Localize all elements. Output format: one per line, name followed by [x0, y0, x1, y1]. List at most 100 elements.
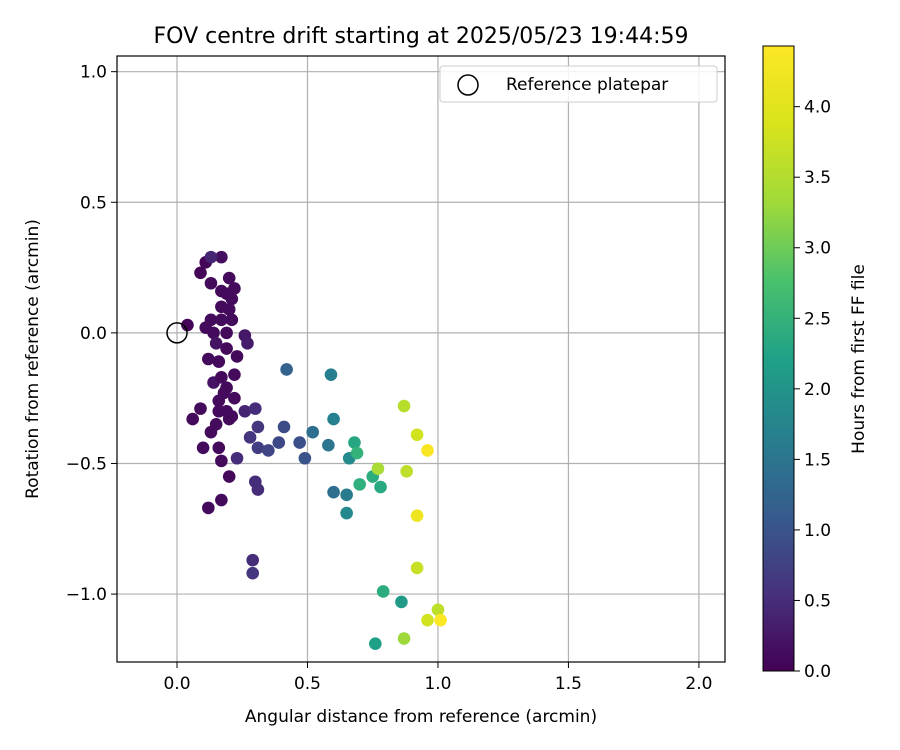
- scatter-point: [209, 337, 223, 350]
- scatter-point: [228, 391, 241, 405]
- scatter-point: [228, 368, 241, 381]
- scatter-point: [215, 454, 228, 468]
- scatter-point: [397, 399, 411, 413]
- colorbar-tick-label: 0.0: [804, 662, 831, 682]
- scatter-point: [215, 313, 228, 327]
- scatter-point: [340, 488, 353, 502]
- scatter-point: [350, 446, 364, 460]
- scatter-point: [421, 613, 434, 627]
- scatter-point: [371, 462, 385, 476]
- legend-reference-label: Reference platepar: [506, 75, 668, 95]
- scatter-point: [222, 412, 236, 426]
- scatter-point: [395, 595, 408, 609]
- scatter-point: [212, 355, 226, 368]
- scatter-point: [327, 412, 340, 426]
- x-tick-label: 1.0: [424, 674, 451, 694]
- scatter-point: [228, 282, 241, 295]
- scatter-point: [220, 381, 233, 395]
- scatter-point: [204, 250, 218, 264]
- scatter-point: [212, 394, 226, 408]
- x-tick-label: 0.0: [163, 674, 190, 694]
- scatter-point: [298, 451, 312, 465]
- colorbar-tick-label: 1.0: [804, 521, 831, 541]
- scatter-point: [251, 483, 265, 496]
- scatter-point: [327, 485, 340, 499]
- scatter-point: [246, 566, 259, 580]
- scatter-point: [353, 478, 366, 491]
- colorbar-gradient: [762, 45, 795, 672]
- scatter-point: [293, 436, 306, 449]
- colorbar-tick-label: 1.5: [804, 450, 831, 470]
- y-tick-label: 0.5: [80, 193, 107, 213]
- scatter-point: [222, 303, 236, 316]
- x-axis-ticks: 0.0 0.5 1.0 1.5 2.0: [163, 662, 712, 694]
- scatter-point: [369, 637, 382, 651]
- chart-title: FOV centre drift starting at 2025/05/23 …: [154, 24, 689, 49]
- y-tick-label: −0.5: [66, 454, 107, 474]
- scatter-point: [277, 420, 291, 434]
- scatter-point: [434, 613, 447, 627]
- plot-frame: [116, 55, 726, 663]
- reference-marker-group: [166, 322, 188, 344]
- grid-lines: [117, 56, 725, 662]
- y-axis-label: Rotation from reference (arcmin): [23, 219, 43, 499]
- legend-reference-marker: [457, 74, 479, 96]
- scatter-point: [186, 412, 199, 426]
- legend: Reference platepar: [439, 65, 718, 103]
- scatter-point: [225, 292, 239, 306]
- scatter-point: [225, 313, 239, 327]
- x-tick-label: 0.5: [294, 674, 321, 694]
- scatter-point: [251, 441, 265, 455]
- scatter-point: [202, 352, 215, 366]
- x-axis-label: Angular distance from reference (arcmin): [245, 707, 597, 727]
- colorbar-tick-label: 0.5: [804, 591, 831, 611]
- y-axis-ticks: 1.0 0.5 0.0 −0.5 −1.0: [66, 63, 117, 605]
- scatter-point: [241, 337, 254, 350]
- scatter-point: [202, 501, 215, 515]
- scatter-point: [272, 436, 286, 449]
- scatter-point: [230, 451, 244, 465]
- scatter-point: [410, 561, 424, 575]
- scatter-point: [374, 480, 387, 494]
- scatter-point: [222, 470, 236, 483]
- scatter-point: [220, 326, 233, 340]
- y-tick-label: 0.0: [80, 324, 107, 344]
- reference-platepar-marker: [166, 322, 188, 344]
- scatter-point: [249, 402, 262, 415]
- scatter-point: [238, 404, 252, 418]
- scatter-point: [324, 368, 338, 381]
- scatter-point: [400, 465, 413, 478]
- scatter-point: [204, 425, 218, 439]
- scatter-point: [421, 444, 434, 457]
- scatter-point: [410, 509, 424, 523]
- colorbar-tick-label: 3.0: [804, 239, 831, 259]
- scatter-point: [243, 431, 257, 444]
- scatter-point: [280, 363, 293, 376]
- scatter-point: [262, 444, 275, 457]
- scatter-point: [181, 318, 194, 332]
- data-points: [181, 250, 447, 651]
- scatter-point: [207, 326, 220, 340]
- legend-box: [439, 65, 718, 103]
- scatter-point: [246, 553, 259, 567]
- x-tick-label: 1.5: [555, 674, 582, 694]
- scatter-point: [215, 493, 228, 507]
- scatter-point: [204, 276, 218, 290]
- scatter-point: [397, 632, 411, 645]
- scatter-point: [348, 436, 361, 449]
- scatter-point: [194, 402, 207, 415]
- colorbar-ticks: 0.0 0.5 1.0 1.5 2.0 2.5 3.0 3.5 4.0: [794, 98, 831, 682]
- colorbar-tick-label: 4.0: [804, 98, 831, 118]
- scatter-point: [410, 428, 424, 442]
- colorbar: 0.0 0.5 1.0 1.5 2.0 2.5 3.0 3.5 4.0 Hours from f…: [762, 45, 869, 682]
- colorbar-tick-label: 3.5: [804, 168, 831, 188]
- scatter-point: [431, 603, 445, 617]
- y-tick-label: 1.0: [80, 63, 107, 83]
- scatter-point: [322, 438, 335, 452]
- scatter-point: [230, 350, 244, 363]
- scatter-point: [194, 266, 207, 280]
- colorbar-tick-label: 2.5: [804, 309, 831, 329]
- scatter-point: [215, 370, 228, 384]
- scatter-point: [222, 271, 236, 285]
